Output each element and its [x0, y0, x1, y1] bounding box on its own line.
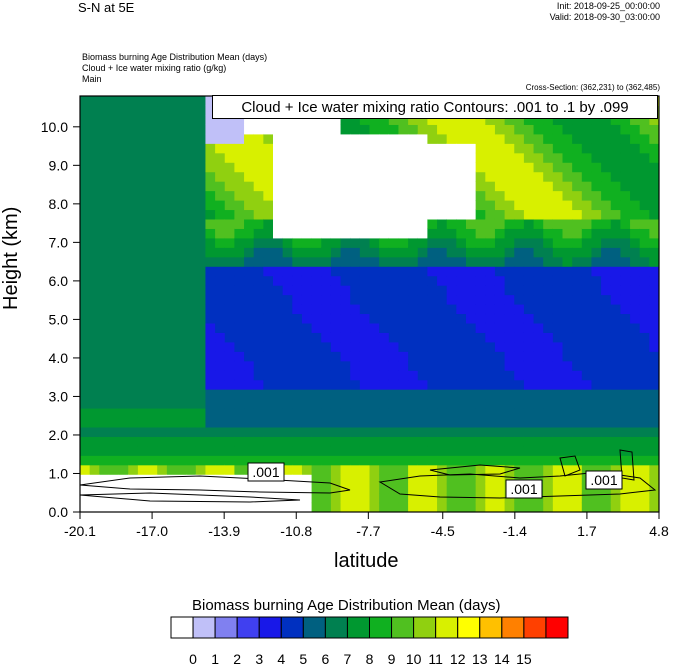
colorbar-label: 14 [494, 651, 510, 667]
colorbar-swatch [192, 616, 216, 639]
colorbar-label: 7 [344, 651, 352, 667]
colorbar-label: 4 [277, 651, 285, 667]
contour-line-5 [619, 449, 635, 481]
colorbar-swatch [479, 616, 503, 639]
colorbar-swatch [170, 616, 194, 639]
contour-line-0 [80, 475, 351, 494]
y-tick-label: 3.0 [49, 388, 69, 404]
init-time: Init: 2018-09-25_00:00:00 [556, 1, 660, 11]
y-tick-label: 8.0 [49, 196, 69, 212]
colorbar-swatch [214, 616, 238, 639]
colorbar-label: 10 [406, 651, 422, 667]
y-tick-label: 2.0 [49, 427, 69, 443]
x-tick-label: -1.4 [503, 523, 527, 539]
colorbar-label: 12 [450, 651, 466, 667]
colorbar-swatch [501, 616, 525, 639]
field-line-3: Main [82, 74, 102, 84]
x-tick-label: -17.0 [136, 523, 168, 539]
y-tick-label: 1.0 [49, 465, 69, 481]
contour-line-3 [429, 464, 521, 476]
time-info: Init: 2018-09-25_00:00:00 Valid: 2018-09… [550, 1, 660, 23]
field-line-1: Biomass burning Age Distribution Mean (d… [82, 52, 268, 62]
colorbar-swatch [236, 616, 260, 639]
y-tick-label: 6.0 [49, 273, 69, 289]
colorbar-label: 5 [299, 651, 307, 667]
contour-line-1 [80, 492, 301, 503]
x-axis-label: latitude [334, 550, 399, 572]
colorbar-label: 15 [516, 651, 532, 667]
colorbar-swatch [391, 616, 415, 639]
colorbar-swatch [346, 616, 371, 639]
colorbar-label: 13 [472, 651, 488, 667]
plot-title: S-N at 5E [78, 0, 135, 15]
colorbar-label: 1 [211, 651, 219, 667]
x-axis: -20.1 -17.0 -13.9 -10.8 -7.7 -4.5 -1.4 1.7 4.8 [64, 512, 669, 539]
y-tick-label: 5.0 [49, 311, 69, 327]
y-tick-label: 7.0 [49, 234, 69, 250]
y-tick-label: 9.0 [49, 157, 69, 173]
colorbar-label: 6 [321, 651, 329, 667]
colorbar-swatch [457, 616, 481, 639]
cloud-contours [80, 449, 657, 503]
y-tick-label: 10.0 [41, 119, 68, 135]
x-tick-label: -10.8 [280, 523, 312, 539]
x-tick-label: 4.8 [649, 523, 669, 539]
colorbar-swatch [280, 616, 304, 639]
y-tick-label: 0.0 [49, 504, 69, 520]
colorbar-title: Biomass burning Age Distribution Mean (d… [192, 597, 501, 614]
x-tick-label: -7.7 [356, 523, 380, 539]
colorbar-label: 0 [189, 651, 197, 667]
cross-section-label: Cross-Section: (362,231) to (362,485) [525, 83, 660, 92]
colorbar-swatch [324, 616, 348, 639]
contour-label-box [505, 479, 543, 499]
y-axis-label: Height (km) [0, 206, 22, 310]
contour-label-box [247, 462, 285, 482]
age-field [80, 96, 659, 512]
contour-label: .001 [590, 472, 617, 488]
contour-label: .001 [252, 464, 279, 480]
y-axis: 0.0 1.0 2.0 3.0 4.0 5.0 6.0 7.0 8.0 9.0 10.0 [41, 119, 80, 520]
y-tick-label: 4.0 [49, 350, 69, 366]
contour-label-box [585, 470, 623, 490]
valid-time: Valid: 2018-09-30_03:00:00 [549, 12, 660, 22]
colorbar-swatch [369, 616, 393, 639]
field-list: Biomass burning Age Distribution Mean (d… [82, 52, 267, 85]
field-line-2: Cloud + Ice water mixing ratio (g/kg) [82, 63, 227, 73]
x-tick-label: 1.7 [577, 523, 597, 539]
contour-labels: .001 .001 .001 [247, 462, 623, 499]
colorbar-swatch [413, 616, 437, 639]
contour-label: .001 [510, 481, 537, 497]
colorbar-swatch [545, 616, 569, 639]
colorbar-swatch [435, 616, 459, 639]
colorbar-label: 8 [366, 651, 374, 667]
contour-line-4 [559, 455, 581, 477]
colorbar-swatch [523, 616, 547, 639]
colorbar: 0 1 2 3 4 5 6 7 8 9 10 11 12 13 14 15 [170, 616, 569, 667]
colorbar-swatch [258, 616, 282, 639]
x-tick-label: -20.1 [64, 523, 96, 539]
x-tick-label: -4.5 [431, 523, 455, 539]
colorbar-swatch [302, 616, 326, 639]
colorbar-label: 9 [388, 651, 396, 667]
contour-info-box: Cloud + Ice water mixing ratio Contours:… [212, 95, 658, 119]
colorbar-label: 3 [255, 651, 263, 667]
x-tick-label: -13.9 [208, 523, 240, 539]
colorbar-label: 2 [233, 651, 241, 667]
colorbar-label: 11 [428, 651, 443, 667]
